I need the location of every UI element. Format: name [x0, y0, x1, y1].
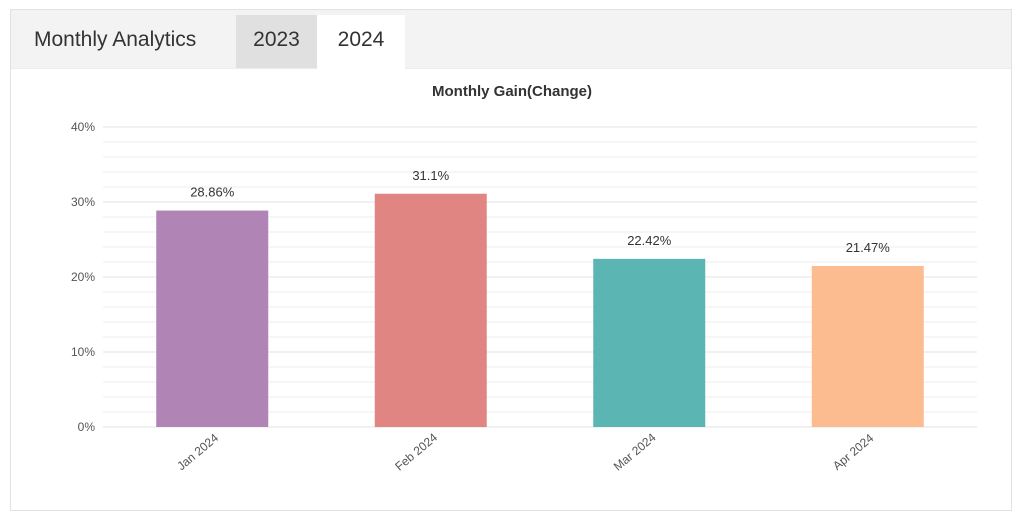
y-tick-label: 20%	[71, 270, 95, 284]
bar-jan-2024	[156, 210, 269, 427]
x-tick-label: Feb 2024	[392, 430, 440, 474]
panel-header: Monthly Analytics 2023 2024	[11, 10, 1011, 69]
y-tick-label: 0%	[78, 420, 96, 434]
y-tick-label: 30%	[71, 195, 95, 209]
data-label: 31.1%	[412, 168, 449, 183]
data-label: 22.42%	[627, 233, 672, 248]
data-label: 21.47%	[846, 240, 891, 255]
x-tick-label: Mar 2024	[611, 430, 659, 474]
y-tick-label: 40%	[71, 120, 95, 134]
y-tick-label: 10%	[71, 345, 95, 359]
panel-title: Monthly Analytics	[34, 28, 197, 51]
tab-2024[interactable]: 2024	[317, 15, 405, 69]
bar-feb-2024	[374, 193, 487, 427]
bar-mar-2024	[593, 258, 706, 427]
data-label: 28.86%	[190, 185, 235, 200]
x-tick-label: Jan 2024	[174, 430, 221, 473]
bar-apr-2024	[811, 265, 924, 427]
chart-title: Monthly Gain(Change)	[432, 83, 592, 100]
tab-2023[interactable]: 2023	[236, 15, 317, 68]
x-tick-label: Apr 2024	[830, 431, 877, 473]
